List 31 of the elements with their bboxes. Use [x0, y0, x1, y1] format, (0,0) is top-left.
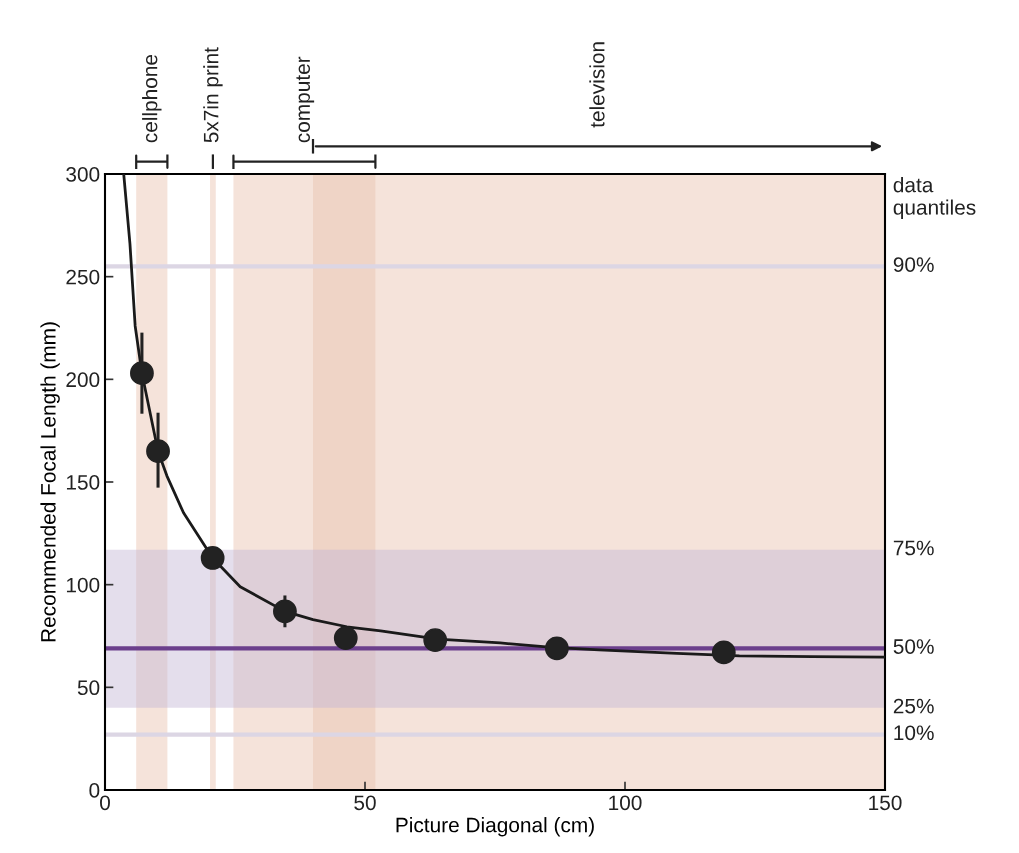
x-tick-label: 150: [869, 795, 902, 811]
band-label: computer: [296, 56, 315, 143]
text: 90%: [893, 257, 934, 272]
y-tick-label: 300: [66, 167, 100, 182]
y-axis-title: Recommended Focal Length (mm): [40, 322, 60, 642]
point: [200, 546, 225, 570]
band-label: television: [589, 42, 605, 128]
y-tick-label: 100: [66, 577, 100, 593]
text: 75%: [893, 540, 934, 556]
y-tick-label: 50: [77, 680, 100, 696]
x-tick-label: 0: [100, 795, 110, 811]
point: [273, 599, 297, 624]
x-axis-title: Picture Diagonal (cm): [396, 817, 594, 837]
x-tick-label: 50: [354, 795, 376, 811]
point: [130, 361, 154, 386]
text: 25%: [893, 698, 934, 714]
text: 50%: [893, 639, 934, 654]
point: [711, 640, 736, 665]
point: [423, 628, 448, 652]
text: data quantiles: [893, 177, 976, 219]
y-tick-label: 200: [66, 372, 100, 388]
band-label: 5x7in print: [203, 47, 223, 143]
y-tick-label: 250: [66, 269, 100, 285]
band-label: cellphone: [142, 54, 162, 143]
point: [544, 636, 569, 661]
y-tick-label: 150: [66, 475, 100, 490]
point: [146, 439, 170, 464]
point: [333, 626, 358, 650]
x-tick-label: 100: [609, 795, 642, 811]
text: 10%: [894, 725, 934, 741]
y-tick-label: 0: [89, 783, 100, 798]
